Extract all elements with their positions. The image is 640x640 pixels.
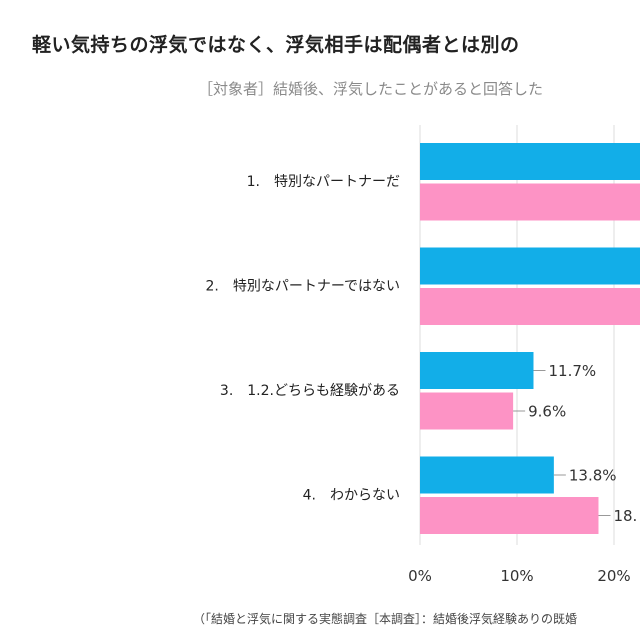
bar [420,456,554,494]
x-tick-label: 20% [597,567,630,585]
category-label: 4. わからない [303,488,400,504]
bar [420,392,514,430]
chart-subtitle: ［対象者］結婚後、浮気したことがあると回答した [198,80,544,98]
data-label: 11.7% [548,362,596,380]
source-footer: （「結婚と浮気に関する実態調査［本調査］：結婚後浮気経験ありの既婚 [193,612,578,626]
bar [420,288,640,325]
x-tick-label: 10% [500,567,533,585]
category-label: 2. 特別なパートナーではない [205,279,400,295]
bar [420,143,640,180]
bar [420,183,640,221]
data-label: 9.6% [528,403,566,421]
data-label: 13.8% [569,467,617,485]
bar [420,247,640,285]
bar [420,497,599,534]
category-label: 1. 特別なパートナーだ [247,174,400,190]
category-label: 3. 1.2.どちらも経験がある [220,383,400,399]
data-label: 18. [613,507,637,525]
chart-title: 軽い気持ちの浮気ではなく、浮気相手は配偶者とは別の [32,34,520,56]
x-tick-label: 0% [408,567,432,585]
bar [420,352,534,389]
